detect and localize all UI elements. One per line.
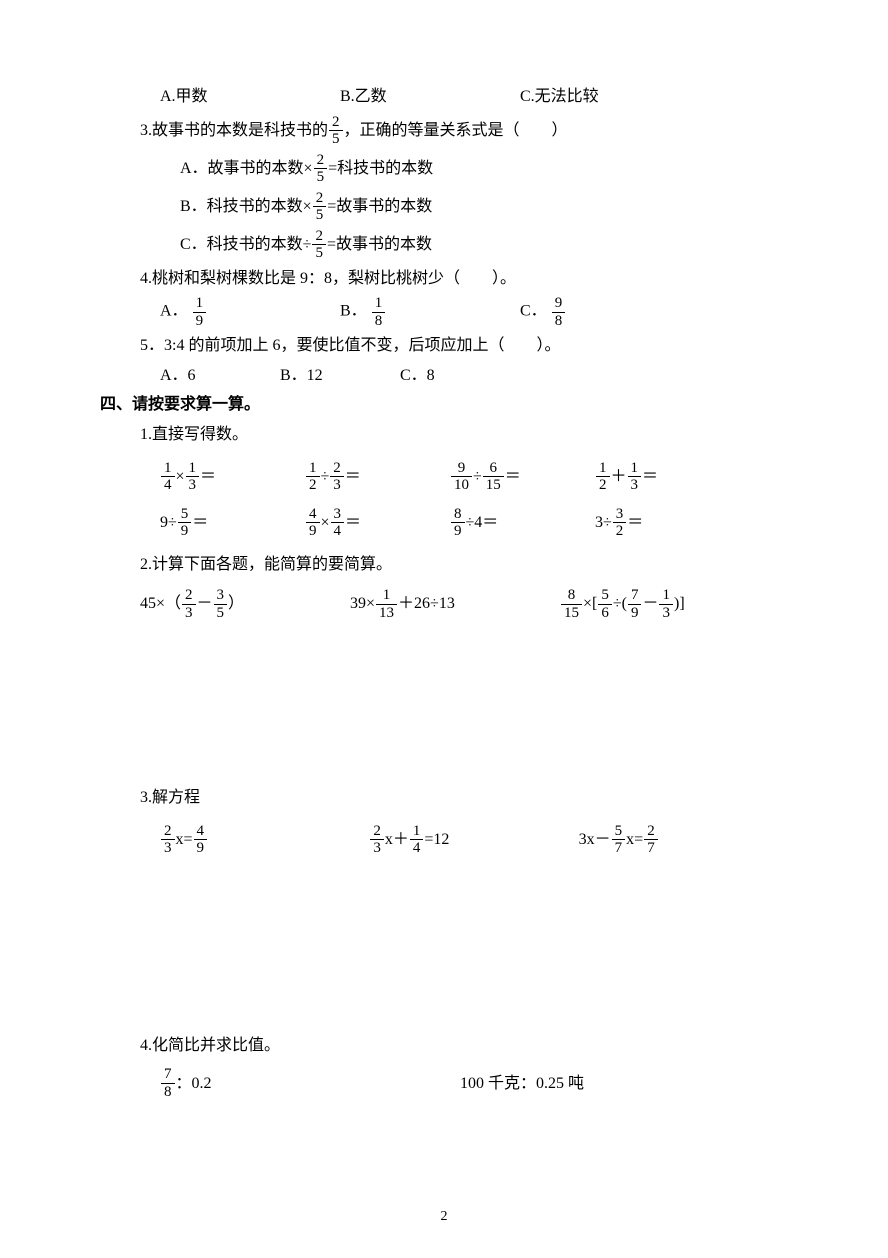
s4-4-title: 4.化简比并求比值。 — [100, 1033, 788, 1059]
ratio-a: 78 ：0.2 — [160, 1066, 460, 1100]
calc1-row1: 14 × 13 ＝ 12 ÷ 23 ＝ 910 ÷ 615 ＝ 12 ＋ 13 … — [100, 460, 788, 494]
calc2-a: 45×（ 23 － 35 ） — [140, 587, 350, 621]
page-number: 2 — [0, 1206, 888, 1228]
q5-options: A．6 B．12 C．8 — [100, 363, 788, 389]
q4-opt-c: C． 98 — [520, 295, 700, 329]
q3-opt-a: A．故事书的本数× 25 =科技书的本数 — [100, 152, 788, 186]
eq-b: 23 x＋ 14 =12 — [369, 823, 578, 857]
q2-options: A.甲数 B.乙数 C.无法比较 — [100, 84, 788, 110]
section4-title: 四、请按要求算一算。 — [100, 392, 788, 418]
q4-stem: 4.桃树和梨树棵数比是 9：8，梨树比桃树少（ ）。 — [100, 266, 788, 292]
calc-item: 12 ＋ 13 ＝ — [595, 460, 740, 494]
q3-frac: 2 5 — [329, 114, 343, 148]
calc-item: 14 × 13 ＝ — [160, 460, 305, 494]
s4-1-title: 1.直接写得数。 — [100, 422, 788, 448]
q4-options: A． 19 B． 18 C． 98 — [100, 295, 788, 329]
eq-a: 23 x= 49 — [160, 823, 369, 857]
calc2-b: 39× 113 ＋26÷13 — [350, 587, 560, 621]
calc-item: 3÷ 32 ＝ — [595, 506, 740, 540]
ratio-b: 100 千克：0.25 吨 — [460, 1066, 760, 1100]
eq-row: 23 x= 49 23 x＋ 14 =12 3x－ 57 x= 27 — [100, 823, 788, 857]
eq-c: 3x－ 57 x= 27 — [579, 823, 788, 857]
q4-opt-b: B． 18 — [340, 295, 520, 329]
q5-stem: 5．3:4 的前项加上 6，要使比值不变，后项应加上（ ）。 — [100, 333, 788, 359]
q2-opt-a: A.甲数 — [160, 84, 340, 110]
q2-opt-c: C.无法比较 — [520, 84, 700, 110]
q3-opt-b: B．科技书的本数× 25 =故事书的本数 — [100, 190, 788, 224]
q5-opt-c: C．8 — [400, 363, 520, 389]
q3-prefix: 3.故事书的本数是科技书的 — [140, 118, 328, 144]
calc2-row: 45×（ 23 － 35 ） 39× 113 ＋26÷13 815 ×[ 56 … — [100, 587, 788, 621]
calc-item: 12 ÷ 23 ＝ — [305, 460, 450, 494]
calc2-c: 815 ×[ 56 ÷( 79 － 13 )] — [560, 587, 770, 621]
q2-opt-b: B.乙数 — [340, 84, 520, 110]
calc1-row2: 9÷ 59 ＝ 49 × 34 ＝ 89 ÷4＝ 3÷ 32 ＝ — [100, 506, 788, 540]
calc-item: 9÷ 59 ＝ — [160, 506, 305, 540]
q5-opt-a: A．6 — [160, 363, 280, 389]
calc-item: 910 ÷ 615 ＝ — [450, 460, 595, 494]
q3-stem: 3.故事书的本数是科技书的 2 5 ，正确的等量关系式是（ ） — [100, 114, 788, 148]
s4-2-title: 2.计算下面各题，能简算的要简算。 — [100, 552, 788, 578]
s4-3-title: 3.解方程 — [100, 785, 788, 811]
q3-opt-c: C．科技书的本数÷ 25 =故事书的本数 — [100, 228, 788, 262]
ratio-row: 78 ：0.2 100 千克：0.25 吨 — [100, 1066, 788, 1100]
calc-item: 49 × 34 ＝ — [305, 506, 450, 540]
q3-suffix: ，正确的等量关系式是（ ） — [344, 118, 568, 144]
calc-item: 89 ÷4＝ — [450, 506, 595, 540]
q4-opt-a: A． 19 — [160, 295, 340, 329]
q5-opt-b: B．12 — [280, 363, 400, 389]
